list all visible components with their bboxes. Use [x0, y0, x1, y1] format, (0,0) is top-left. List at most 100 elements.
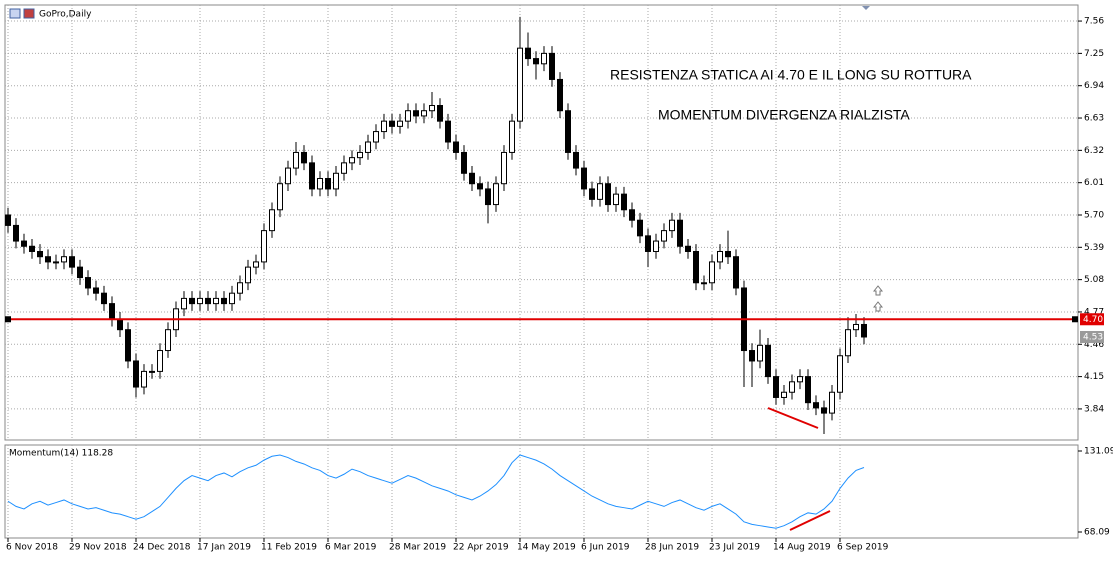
candle-body [445, 120, 451, 143]
candle-body [373, 131, 379, 143]
candle-body [437, 105, 443, 122]
x-tick-label: 6 Sep 2019 [837, 543, 889, 553]
y-tick-label: 131.09 [1084, 447, 1113, 457]
candle-body [261, 230, 267, 263]
candle-body [429, 105, 435, 112]
chart-header: GoPro,Daily [39, 10, 92, 20]
candle-body [549, 52, 555, 80]
candle-body [197, 297, 203, 305]
candle-body [797, 376, 803, 383]
candle-body [533, 58, 539, 65]
candle-body [485, 188, 491, 206]
price-label-box [1080, 313, 1104, 326]
candle-body [453, 141, 459, 153]
candle-body [181, 297, 187, 310]
candle-body [325, 177, 331, 190]
candle-body [101, 292, 107, 305]
candle-body [389, 120, 395, 127]
candle-body [845, 329, 851, 357]
candle-body [693, 250, 699, 284]
candle-body [653, 240, 659, 252]
x-tick-label: 14 May 2019 [517, 543, 576, 553]
candle-body [597, 183, 603, 200]
y-tick-label: 4.15 [1084, 372, 1104, 382]
candle-body [189, 297, 195, 305]
candle-body [309, 162, 315, 190]
annotation: MOMENTUM DIVERGENZA RIALZISTA [658, 107, 910, 123]
candle-body [317, 177, 323, 190]
candle-body [397, 120, 403, 127]
divergence-line [789, 510, 831, 531]
candle-body [277, 183, 283, 211]
line-handle [1072, 316, 1078, 323]
y-tick-label: 6.94 [1084, 81, 1104, 91]
y-tick-label: 4.77 [1084, 307, 1104, 317]
candle-body [773, 376, 779, 398]
candle-body [221, 297, 227, 305]
arrow-signals [872, 285, 884, 312]
candle-body [629, 209, 635, 221]
candle-body [421, 110, 427, 117]
x-tick-label: 14 Aug 2019 [773, 543, 831, 553]
x-tick-label: 6 Mar 2019 [325, 543, 377, 553]
momentum-panel [4, 444, 1079, 539]
x-tick-label: 22 Apr 2019 [453, 543, 509, 553]
candle-body [13, 224, 19, 242]
candle-body [5, 214, 11, 226]
candle-body [109, 303, 115, 320]
candle-body [349, 157, 355, 164]
candle-body [53, 261, 59, 264]
candle-body [461, 151, 467, 174]
candle-body [821, 407, 827, 414]
candle-body [709, 261, 715, 284]
candle-body [477, 183, 483, 190]
candle-body [117, 318, 123, 331]
candle-body [685, 245, 691, 252]
candle-body [165, 329, 171, 352]
y-tick-label: 3.84 [1084, 404, 1104, 414]
x-tick-label: 6 Nov 2018 [6, 543, 58, 553]
candle-body [245, 266, 251, 284]
x-tick-label: 24 Dec 2018 [133, 543, 191, 553]
candle-body [789, 381, 795, 393]
candle-body [469, 172, 475, 185]
x-tick-label: 28 Mar 2019 [389, 543, 446, 553]
candle-body [357, 151, 363, 159]
line-handle [5, 316, 11, 323]
candle-body [605, 183, 611, 206]
y-tick-label: 6.63 [1084, 114, 1104, 124]
candle-body [141, 370, 147, 388]
candle-body [557, 78, 563, 112]
candle-body [45, 256, 51, 263]
candle-body [29, 245, 35, 252]
candle-body [805, 376, 811, 404]
candle-body [365, 141, 371, 153]
candle-body [237, 282, 243, 294]
momentum-line [7, 454, 865, 529]
candle-body [493, 183, 499, 206]
y-tick-label: 5.39 [1084, 243, 1104, 253]
candle-body [661, 230, 667, 242]
candle-body [717, 250, 723, 263]
candle-body [517, 47, 523, 122]
candle-body [637, 219, 643, 237]
y-tick-label: 6.01 [1084, 178, 1104, 188]
candle-body [133, 360, 139, 388]
candle-body [501, 151, 507, 185]
candle-body [333, 172, 339, 190]
shift-marker [862, 6, 870, 10]
symbol-icon [9, 8, 35, 19]
y-tick-label: 68.09 [1084, 527, 1110, 537]
candle-body [725, 250, 731, 258]
x-tick-label: 23 Jul 2019 [709, 543, 760, 553]
candle-body [85, 277, 91, 289]
candle-body [837, 355, 843, 393]
plot-layer [5, 5, 1078, 538]
y-tick-label: 5.70 [1084, 210, 1104, 220]
candle-body [157, 350, 163, 372]
indicator-title: Momentum(14) 118.28 [9, 449, 113, 459]
y-tick-label: 5.08 [1084, 275, 1104, 285]
candle-body [61, 256, 67, 263]
candle-body [853, 323, 859, 331]
